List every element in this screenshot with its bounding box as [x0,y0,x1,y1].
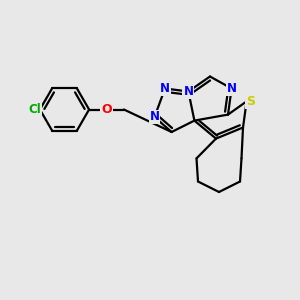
Text: Cl: Cl [28,103,41,116]
Text: N: N [183,85,194,98]
Text: S: S [246,95,255,108]
Text: O: O [101,103,112,116]
Text: N: N [160,82,170,95]
Text: N: N [149,110,160,124]
Text: N: N [226,82,237,95]
